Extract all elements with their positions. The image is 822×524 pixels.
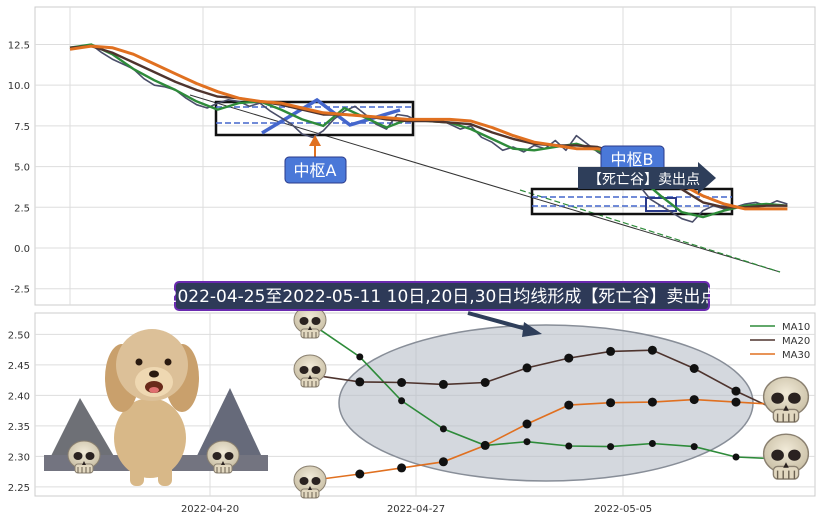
dog-body (114, 398, 186, 478)
top-panel-bg (34, 6, 816, 306)
death-valley-banner-bg (174, 281, 710, 311)
skull-icon (293, 465, 327, 499)
bottom-point-ma20 (397, 378, 407, 387)
bottom-point-ma30 (438, 457, 448, 467)
downtrend-dashed (519, 189, 781, 273)
bottom-point-ma30 (731, 397, 741, 407)
bottom-point-ma10 (565, 442, 573, 450)
top-y-tick-label: 12.5 (8, 40, 30, 51)
label-zhongshu-b: 中枢B (611, 150, 654, 169)
bottom-point-ma30 (564, 400, 574, 410)
bottom-y-tick-label: 2.45 (8, 361, 30, 372)
label-sell-point: 【死亡谷】卖出点 (588, 172, 700, 188)
bottom-series (317, 327, 783, 481)
bottom-y-tick-label: 2.25 (8, 483, 30, 494)
skull-icon (293, 305, 327, 339)
arrow-a-head (309, 135, 321, 146)
bottom-point-ma30 (355, 469, 365, 479)
bottom-point-ma10 (356, 353, 364, 361)
bottom-point-ma20 (606, 346, 616, 356)
legend-ma30-label: MA30 (782, 350, 810, 361)
legend-ma10-label: MA10 (782, 322, 810, 333)
bottom-series-line-ma20 (317, 349, 779, 412)
bottom-point-ma20 (689, 364, 699, 373)
label-zhongshu-a-bg (284, 156, 347, 184)
bottom-x-tick-label: 2022-04-20 (181, 504, 239, 515)
bottom-y-tick-label: 2.30 (8, 452, 30, 463)
bottom-series-line-ma30 (317, 398, 778, 481)
skull-icon (762, 376, 810, 423)
downtrend-line (189, 94, 781, 273)
bottom-point-ma30 (689, 395, 699, 405)
bottom-point-ma10 (398, 397, 406, 405)
bottom-point-ma30 (480, 440, 490, 450)
skull-icon (206, 440, 240, 474)
bottom-point-ma30 (522, 419, 532, 429)
bottom-point-ma10 (690, 443, 698, 451)
banner-arrow-head (522, 322, 542, 337)
dog-leg-right (158, 460, 172, 486)
bottom-y-tick-label: 2.40 (8, 391, 30, 402)
bottom-point-ma20 (731, 386, 741, 396)
bottom-series-line-ma10 (317, 327, 778, 460)
sell-point-arrow-bg (578, 162, 716, 194)
bottom-point-ma10 (607, 443, 615, 451)
mountain-left (44, 398, 122, 470)
bottom-point-ma20 (438, 379, 448, 389)
top-y-tick-label: 2.5 (14, 203, 30, 214)
bottom-point-ma20 (355, 377, 365, 387)
bottom-point-ma10 (732, 453, 740, 461)
bottom-point-ma20 (522, 363, 532, 373)
bottom-y-axis: 2.25 2.30 2.35 2.40 2.45 2.50 (8, 330, 30, 494)
skull-icon (293, 354, 327, 388)
bottom-x-axis: 2022-04-20 2022-04-27 2022-05-05 (181, 504, 652, 515)
skull-icons (67, 305, 810, 499)
legend: MA10 MA20 MA30 (750, 322, 810, 361)
bottom-point-ma20 (647, 345, 657, 355)
bottom-y-tick-label: 2.50 (8, 330, 30, 341)
bottom-point-ma20 (480, 378, 490, 387)
bottom-point-ma10 (523, 438, 531, 446)
bottom-x-tick-label: 2022-05-05 (594, 504, 652, 515)
top-y-tick-label: 5.0 (14, 163, 30, 174)
skull-icon (762, 433, 810, 480)
dog-tongue (149, 387, 159, 393)
label-zhongshu-a: 中枢A (294, 161, 337, 180)
top-y-tick-label: 10.0 (8, 81, 30, 92)
top-y-axis: -2.5 0.0 2.5 5.0 7.5 10.0 12.5 (8, 40, 30, 295)
bottom-point-ma10 (439, 425, 447, 433)
top-y-tick-label: 7.5 (14, 122, 30, 133)
legend-ma20-label: MA20 (782, 336, 810, 347)
dog-nose (149, 370, 159, 378)
bottom-point-ma10 (648, 440, 656, 447)
banner-arrow-shaft (467, 311, 531, 332)
death-valley-banner: 2022-04-25至2022-05-11 10日,20日,30日均线形成【死亡… (167, 287, 718, 307)
bottom-point-ma30 (397, 463, 407, 473)
bottom-point-ma30 (606, 398, 616, 408)
skull-icon (67, 440, 101, 474)
bottom-y-tick-label: 2.35 (8, 422, 30, 433)
dog-eye-right (164, 358, 172, 366)
bottom-x-tick-label: 2022-04-27 (387, 504, 445, 515)
dog-eye-left (135, 358, 143, 366)
dog-leg-left (130, 460, 144, 486)
top-y-tick-label: 0.0 (14, 244, 30, 255)
zone-b-inner (645, 197, 677, 212)
bottom-point-ma30 (647, 397, 657, 407)
bottom-point-ma20 (564, 353, 574, 363)
top-y-tick-label: -2.5 (10, 285, 30, 296)
